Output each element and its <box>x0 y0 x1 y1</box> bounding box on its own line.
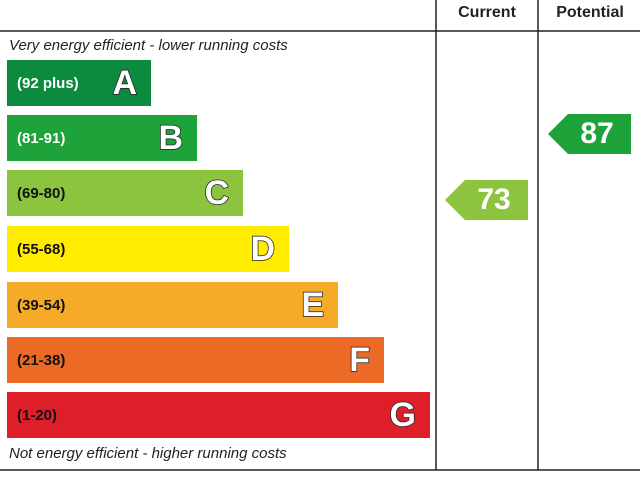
bottom-note: Not energy efficient - higher running co… <box>9 445 287 462</box>
header-current: Current <box>458 4 516 21</box>
band-bar <box>7 60 151 106</box>
band-letter: C <box>204 174 229 212</box>
band-bar <box>7 337 384 383</box>
band-bar <box>7 115 197 161</box>
band-range: (81-91) <box>17 130 65 147</box>
band-range: (1-20) <box>17 407 57 424</box>
current-value: 73 <box>477 183 510 216</box>
band-letter: G <box>390 396 416 434</box>
band-range: (21-38) <box>17 352 65 369</box>
current-arrow <box>445 180 528 220</box>
band-bar <box>7 392 430 438</box>
band-range: (39-54) <box>17 297 65 314</box>
band-bar <box>7 226 289 272</box>
band-letter: E <box>301 286 324 324</box>
band-range: (55-68) <box>17 241 65 258</box>
band-letter: D <box>250 230 275 268</box>
bands: (92 plus) A (81-91) B (69-80) C (55-68) D (39-54… <box>7 60 430 438</box>
band-letter: B <box>158 119 183 157</box>
potential-arrow <box>548 114 631 154</box>
band-bar <box>7 170 243 216</box>
band-bar <box>7 282 338 328</box>
top-note: Very energy efficient - lower running co… <box>9 37 288 54</box>
band-letter: A <box>112 64 137 102</box>
frame <box>0 0 640 471</box>
potential-value: 87 <box>580 117 613 150</box>
band-range: (92 plus) <box>17 75 79 92</box>
band-letter: F <box>349 341 370 379</box>
header-potential: Potential <box>556 4 624 21</box>
band-range: (69-80) <box>17 185 65 202</box>
